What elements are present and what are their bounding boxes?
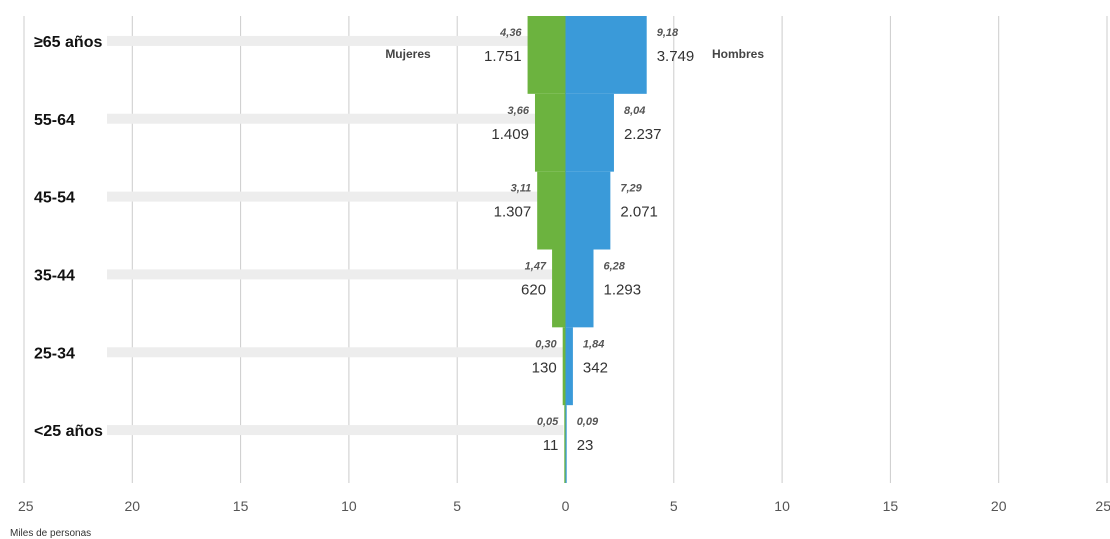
bar-hombres xyxy=(565,405,567,483)
bar-mujeres xyxy=(534,93,566,172)
bars xyxy=(527,16,647,483)
legend-mujeres: Mujeres xyxy=(385,47,431,61)
pct-label-mujeres: 3,66 xyxy=(508,105,530,117)
x-tick-label: 5 xyxy=(453,498,461,514)
category-label: <25 años xyxy=(34,423,103,440)
bar-mujeres xyxy=(527,16,566,94)
value-label-hombres: 2.237 xyxy=(624,126,662,143)
category-track xyxy=(107,35,564,46)
category-label: 35-44 xyxy=(34,267,75,284)
bar-mujeres xyxy=(537,171,566,250)
x-tick-label: 20 xyxy=(125,498,141,514)
category-track xyxy=(107,347,564,358)
value-label-hombres: 23 xyxy=(577,437,594,454)
value-label-hombres: 3.749 xyxy=(657,48,695,65)
bar-hombres xyxy=(565,93,614,172)
pct-label-hombres: 0,09 xyxy=(577,416,599,428)
bar-mujeres xyxy=(562,327,566,406)
value-label-mujeres: 1.409 xyxy=(491,126,529,143)
x-tick-label: 10 xyxy=(341,498,357,514)
pct-label-mujeres: 3,11 xyxy=(511,183,532,195)
pct-label-hombres: 6,28 xyxy=(604,260,626,272)
category-tracks xyxy=(107,35,564,436)
pct-label-hombres: 9,18 xyxy=(657,27,679,39)
value-label-hombres: 342 xyxy=(583,359,608,376)
pct-label-mujeres: 4,36 xyxy=(499,27,522,39)
category-track xyxy=(107,113,564,124)
bar-mujeres xyxy=(564,405,566,483)
pct-label-hombres: 1,84 xyxy=(583,338,604,350)
bar-hombres xyxy=(565,327,573,406)
x-tick-label: 15 xyxy=(883,498,899,514)
value-label-mujeres: 11 xyxy=(543,437,559,454)
value-label-hombres: 2.071 xyxy=(620,204,658,221)
x-tick-label: 5 xyxy=(670,498,678,514)
x-axis-title: Miles de personas xyxy=(10,528,91,539)
category-label: ≥65 años xyxy=(34,34,102,51)
x-tick-label: 15 xyxy=(233,498,249,514)
x-tick-label: 25 xyxy=(1095,498,1110,514)
x-tick-label: 0 xyxy=(562,498,570,514)
pct-label-mujeres: 0,05 xyxy=(537,416,559,428)
category-labels: ≥65 años 55-64 45-54 35-44 25-34 <25 años xyxy=(34,34,103,440)
x-tick-label: 20 xyxy=(991,498,1007,514)
bar-hombres xyxy=(565,171,611,250)
category-label: 55-64 xyxy=(34,112,75,129)
value-label-hombres: 1.293 xyxy=(604,281,642,298)
category-track xyxy=(107,269,564,280)
value-label-mujeres: 1.307 xyxy=(494,204,532,221)
bar-hombres xyxy=(565,16,647,94)
x-axis-ticks: 25 20 15 10 5 0 5 10 15 20 25 xyxy=(18,498,1110,514)
value-labels: 4,36 1.751 9,18 3.749 3,66 1.409 8,04 2.237 3,11… xyxy=(484,27,694,454)
x-tick-label: 25 xyxy=(18,498,34,514)
pct-label-hombres: 7,29 xyxy=(620,183,642,195)
value-label-mujeres: 620 xyxy=(521,281,546,298)
value-label-mujeres: 1.751 xyxy=(484,48,522,65)
category-track xyxy=(107,191,564,202)
category-label: 25-34 xyxy=(34,345,75,362)
x-tick-label: 10 xyxy=(774,498,790,514)
legend-hombres: Hombres xyxy=(712,47,764,61)
bar-hombres xyxy=(565,249,594,328)
pct-label-mujeres: 1,47 xyxy=(525,260,547,272)
pct-label-hombres: 8,04 xyxy=(624,105,645,117)
bar-mujeres xyxy=(552,249,566,328)
pct-label-mujeres: 0,30 xyxy=(535,338,557,350)
category-track xyxy=(107,425,564,436)
category-label: 45-54 xyxy=(34,190,75,207)
value-label-mujeres: 130 xyxy=(532,359,557,376)
